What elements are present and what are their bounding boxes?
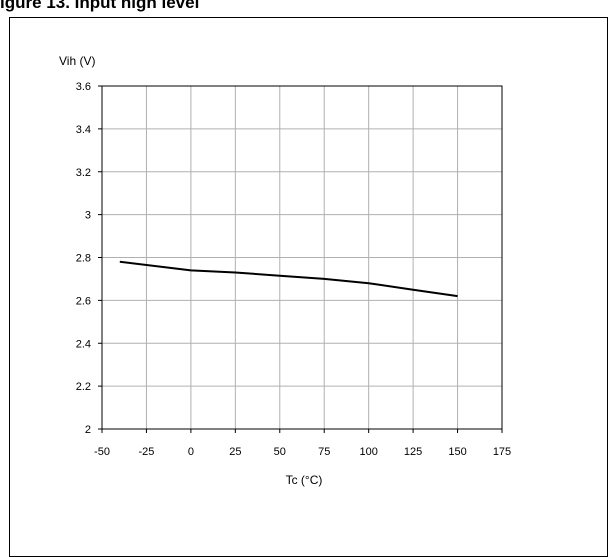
- y-tick-label: 2: [85, 424, 91, 436]
- x-tick-label: 125: [404, 446, 422, 458]
- x-tick-label: 175: [493, 446, 511, 458]
- x-tick-label: 25: [229, 446, 241, 458]
- y-tick-label: 2.6: [76, 295, 91, 307]
- series-layer: [119, 260, 458, 298]
- y-tick-label: 3: [85, 210, 91, 222]
- y-tick-label: 2.4: [76, 338, 91, 350]
- series-line: [119, 260, 458, 298]
- figure-title: igure 13. Input high level: [0, 0, 200, 12]
- y-tick-label: 3.4: [76, 124, 91, 136]
- x-tick-label: 150: [448, 446, 466, 458]
- y-tick-label: 3.6: [76, 81, 91, 93]
- x-tick-label: -25: [138, 446, 154, 458]
- x-axis-label: Tc (°C): [286, 473, 323, 487]
- x-tick-label: 100: [359, 446, 377, 458]
- x-tick-label: 50: [274, 446, 286, 458]
- x-tick-label: 0: [188, 446, 194, 458]
- grid-layer: [102, 86, 502, 429]
- y-tick-label: 2.2: [76, 381, 91, 393]
- y-tick-label: 3.2: [76, 167, 91, 179]
- x-tick-label: -50: [94, 446, 110, 458]
- y-axis-label: Vih (V): [59, 54, 95, 68]
- y-tick-label: 2.8: [76, 253, 91, 265]
- x-tick-label: 75: [318, 446, 330, 458]
- axis-layer: -50 -25 0 25 50 75 100 125 150 175 2 2.2 2.4 2.6 2.8 3 3…: [76, 81, 511, 458]
